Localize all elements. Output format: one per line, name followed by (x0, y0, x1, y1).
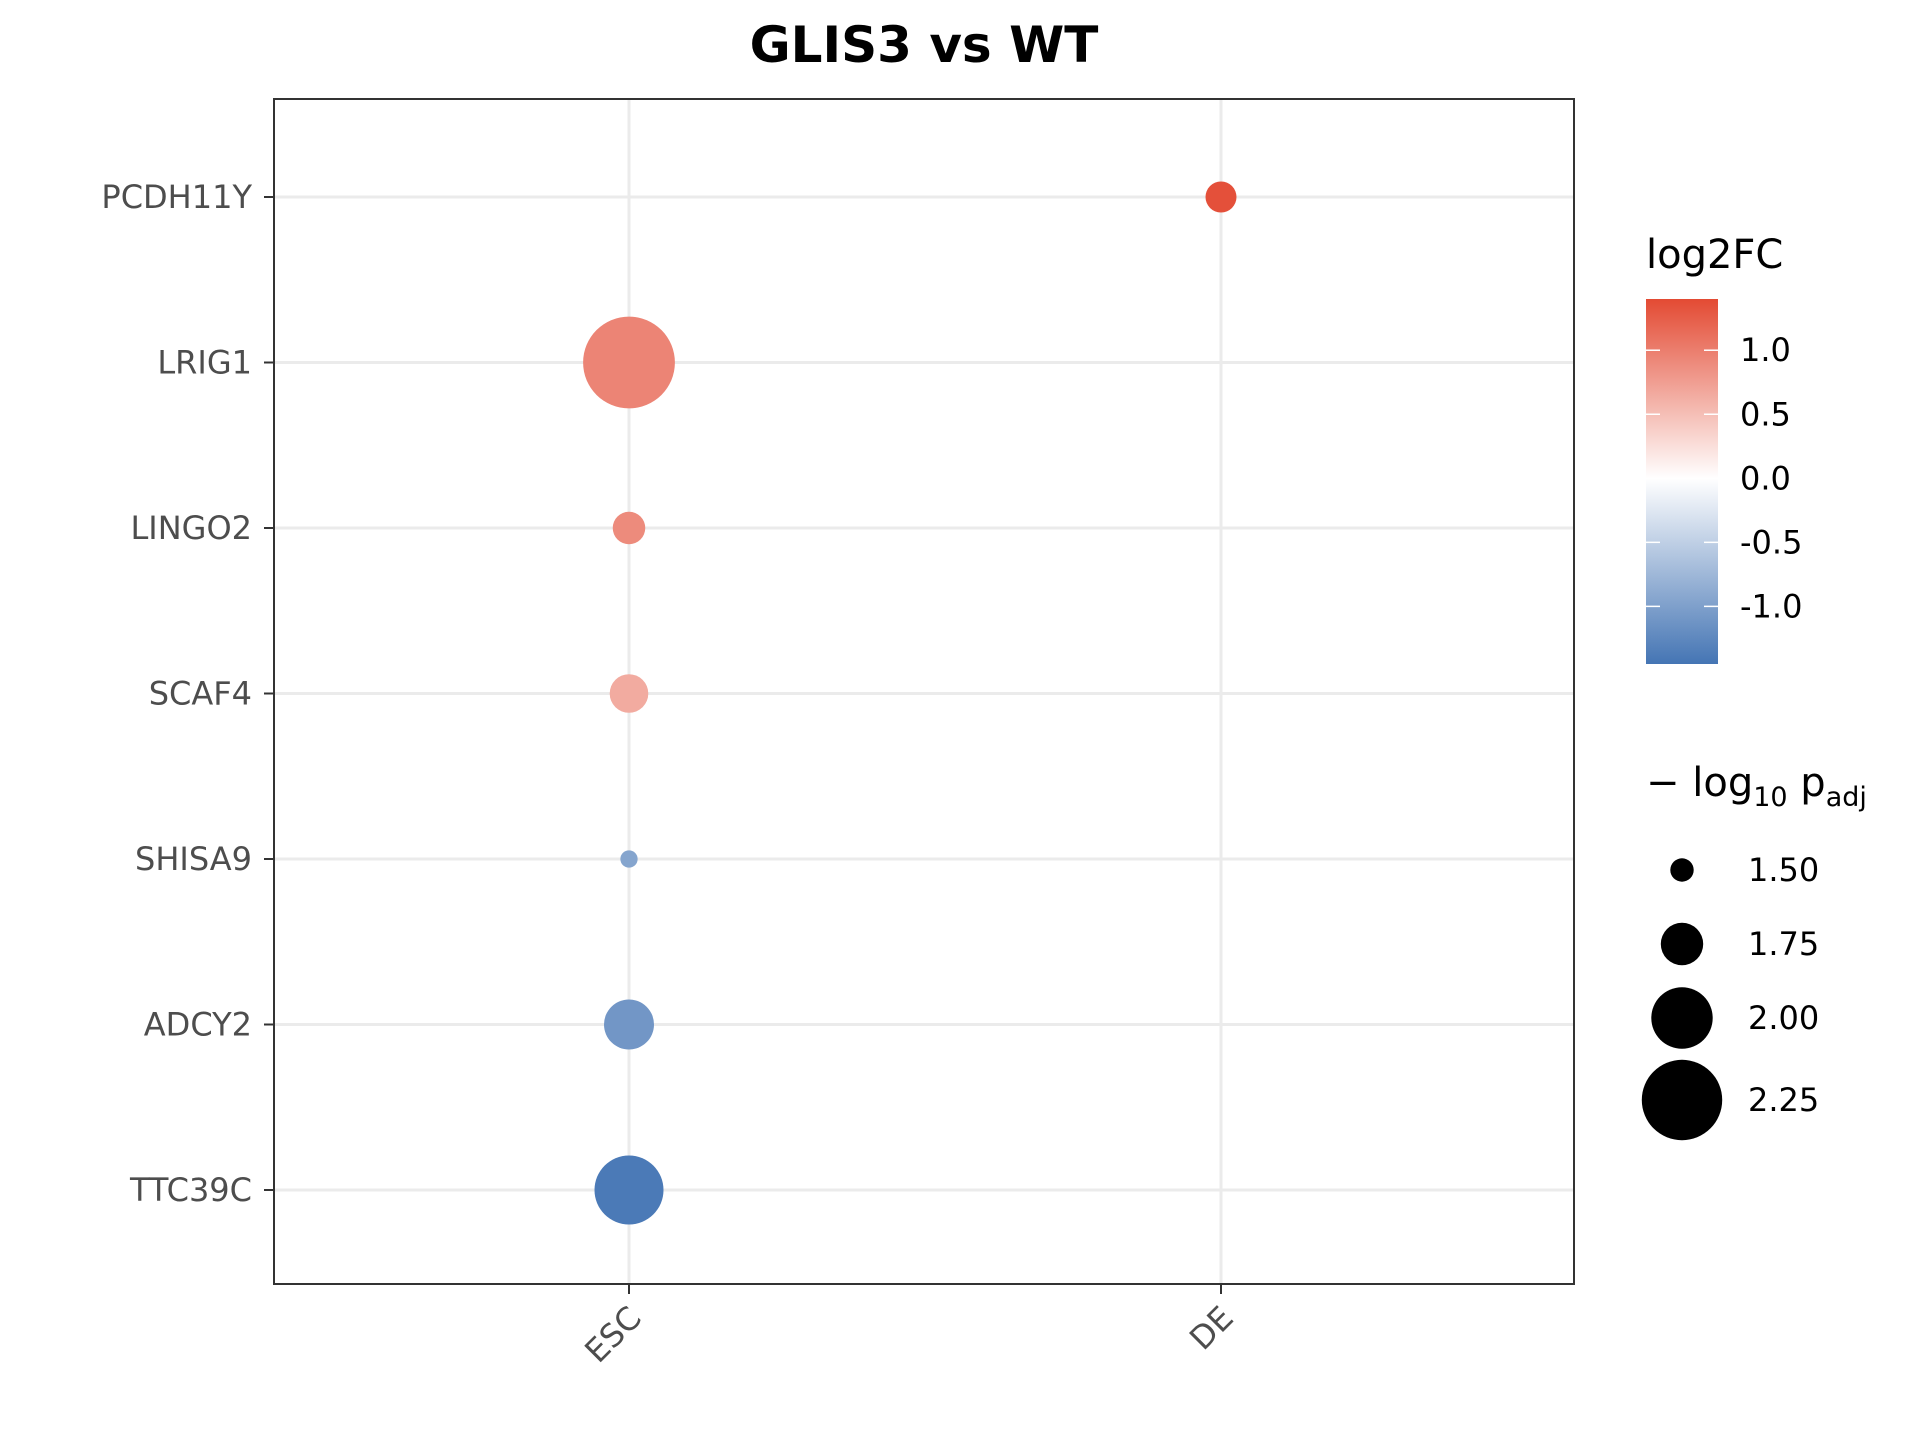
color-tick-label: -0.5 (1740, 523, 1802, 561)
x-tick-label: ESC (577, 1299, 648, 1370)
data-point-pcdh11y (1205, 181, 1237, 213)
color-tick-label: 0.5 (1740, 395, 1791, 433)
y-tick-label: SHISA9 (135, 840, 252, 878)
size-legend-title: − log10 padj (1646, 760, 1867, 813)
size-legend-label: 2.00 (1748, 999, 1819, 1037)
data-point-adcy2 (604, 999, 654, 1050)
data-points (583, 181, 1237, 1225)
size-legend-dot (1651, 987, 1713, 1049)
size-legend-label: 1.75 (1748, 925, 1819, 963)
chart-title: GLIS3 vs WT (750, 16, 1099, 74)
data-point-scaf4 (609, 674, 649, 713)
color-tick-label: 1.0 (1740, 331, 1791, 369)
data-point-lrig1 (583, 316, 675, 409)
color-tick-label: -1.0 (1740, 587, 1802, 625)
y-tick-label: ADCY2 (144, 1006, 252, 1044)
size-legend-dot (1641, 1059, 1723, 1141)
y-tick-label: LINGO2 (130, 509, 252, 547)
data-point-shisa9 (620, 850, 638, 868)
size-legend-label: 2.25 (1748, 1081, 1819, 1119)
color-legend-bar (1646, 299, 1718, 664)
panel-border (273, 98, 1575, 1285)
y-tick-label: LRIG1 (157, 344, 252, 382)
size-legend-dot (1670, 858, 1694, 882)
grid-lines (274, 99, 1574, 1284)
data-point-ttc39c (594, 1155, 664, 1225)
x-tick-label: DE (1182, 1299, 1241, 1358)
size-legend: − log10 padj 1.50 1.75 2.00 2.25 (1641, 760, 1867, 1141)
color-legend: log2FC 1.0 0.5 0.0 -0.5 -1.0 (1646, 232, 1802, 664)
size-legend-label: 1.50 (1748, 851, 1819, 889)
y-tick-label: PCDH11Y (101, 178, 252, 216)
data-point-lingo2 (612, 511, 646, 545)
y-tick-label: SCAF4 (149, 675, 252, 713)
color-tick-label: 0.0 (1740, 459, 1791, 497)
size-legend-dot (1660, 922, 1704, 966)
y-tick-label: TTC39C (129, 1171, 252, 1209)
color-legend-title: log2FC (1646, 232, 1783, 278)
